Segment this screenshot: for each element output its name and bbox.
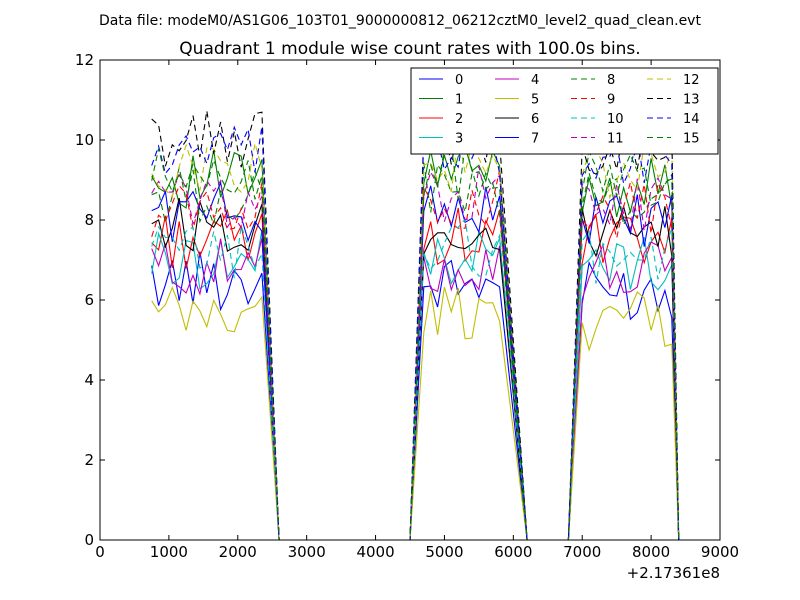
legend-entry-label: 9 bbox=[607, 93, 615, 108]
x-tick-label: 1000 bbox=[150, 543, 188, 561]
legend-entry-label: 8 bbox=[607, 73, 615, 88]
legend-entry-label: 11 bbox=[607, 132, 624, 147]
legend-entry-label: 15 bbox=[683, 132, 700, 147]
y-tick-label: 12 bbox=[75, 51, 94, 69]
legend-entry-label: 14 bbox=[683, 112, 700, 127]
x-tick-label: 4000 bbox=[356, 543, 394, 561]
legend-entry-label: 4 bbox=[531, 73, 539, 88]
chart-title: Quadrant 1 module wise count rates with … bbox=[179, 39, 640, 59]
series-line-2 bbox=[151, 207, 680, 541]
x-tick-label: 3000 bbox=[288, 543, 326, 561]
legend-entry-label: 5 bbox=[531, 93, 539, 108]
series-line-15 bbox=[151, 144, 680, 541]
x-tick-label: 5000 bbox=[425, 543, 463, 561]
series-line-5 bbox=[151, 286, 680, 541]
series-line-8 bbox=[151, 162, 680, 541]
legend-entry-label: 1 bbox=[455, 93, 463, 108]
x-tick-label: 2000 bbox=[219, 543, 257, 561]
x-tick-label: 9000 bbox=[701, 543, 739, 561]
legend-entry-label: 12 bbox=[683, 73, 700, 88]
y-tick-label: 2 bbox=[84, 451, 94, 469]
y-tick-label: 0 bbox=[84, 531, 94, 549]
series-line-14 bbox=[151, 117, 680, 541]
legend-entry-label: 13 bbox=[683, 93, 700, 108]
legend-entry-label: 6 bbox=[531, 112, 539, 127]
x-tick-label: 8000 bbox=[632, 543, 670, 561]
y-tick-label: 8 bbox=[84, 211, 94, 229]
y-tick-label: 6 bbox=[84, 291, 94, 309]
legend-entry-label: 2 bbox=[455, 112, 463, 127]
legend-box bbox=[410, 67, 719, 155]
x-offset-label: +2.17361e8 bbox=[627, 564, 720, 582]
series-line-10 bbox=[151, 218, 680, 541]
x-tick-label: 7000 bbox=[563, 543, 601, 561]
series-line-11 bbox=[151, 166, 680, 541]
suptitle: Data file: modeM0/AS1G06_103T01_90000008… bbox=[99, 13, 701, 29]
y-tick-label: 4 bbox=[84, 371, 94, 389]
series-line-9 bbox=[151, 170, 680, 541]
legend-entry-label: 7 bbox=[531, 132, 539, 147]
x-tick-label: 0 bbox=[95, 543, 105, 561]
series-line-4 bbox=[151, 238, 680, 541]
y-tick-label: 10 bbox=[75, 131, 94, 149]
legend-entry-label: 3 bbox=[455, 132, 463, 147]
series-line-3 bbox=[151, 229, 680, 541]
plot-area bbox=[151, 110, 680, 541]
legend-entry-label: 0 bbox=[455, 73, 463, 88]
x-tick-label: 6000 bbox=[494, 543, 532, 561]
series-line-12 bbox=[151, 135, 680, 541]
legend-entry-label: 10 bbox=[607, 112, 624, 127]
series-line-7 bbox=[151, 180, 680, 541]
series-line-6 bbox=[151, 197, 680, 541]
axes: 0 1000 2000 3000 4000 5000 6000 7000 8000 9000 0 2 4… bbox=[75, 51, 739, 561]
